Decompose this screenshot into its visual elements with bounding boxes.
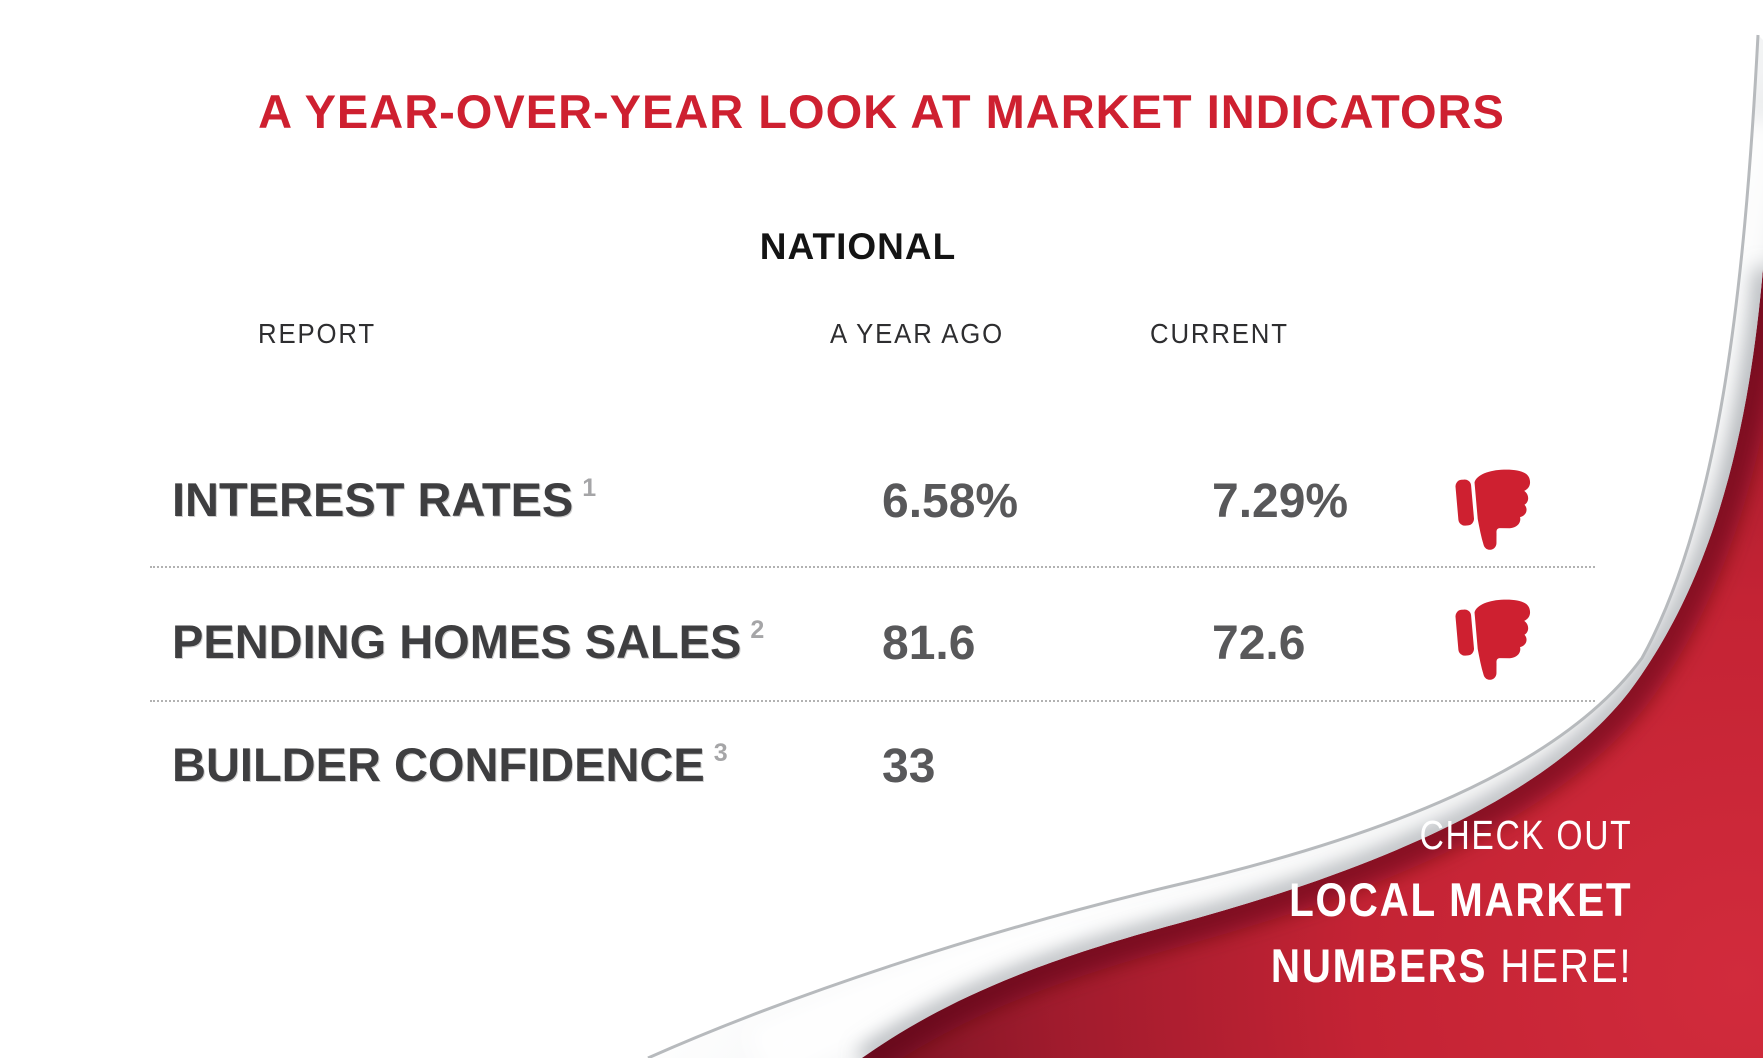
- row-label-text: BUILDER CONFIDENCE: [172, 738, 705, 791]
- current-value: 72.6: [1212, 617, 1306, 670]
- year-ago-value: 6.58%: [882, 475, 1019, 528]
- cta-line-3-bold: NUMBERS: [1270, 939, 1487, 992]
- footnote-marker: 2: [750, 616, 765, 644]
- footnote-marker: 1: [582, 474, 597, 502]
- row-label: INTEREST RATES 1: [172, 472, 596, 527]
- column-header-report: REPORT: [258, 318, 376, 349]
- row-label: BUILDER CONFIDENCE 3: [172, 737, 728, 792]
- section-heading-national: NATIONAL: [759, 226, 957, 267]
- thumbs-down-icon: [1455, 599, 1531, 680]
- table-row: INTEREST RATES 1 6.58% 7.29%: [0, 469, 1763, 550]
- cta-line-3-light: HERE!: [1499, 939, 1632, 992]
- table-row: BUILDER CONFIDENCE 3 33: [0, 737, 1763, 807]
- cta-line-3: NUMBERS HERE!: [1271, 938, 1632, 993]
- current-value: 7.29%: [1212, 475, 1349, 528]
- cta-line-1: CHECK OUT: [1419, 812, 1632, 858]
- table-row: PENDING HOMES SALES 2 81.6 72.6: [0, 599, 1763, 684]
- year-ago-value: 81.6: [882, 617, 976, 670]
- row-label-text: INTEREST RATES: [172, 473, 574, 526]
- column-header-year-ago: A YEAR AGO: [830, 318, 1004, 349]
- row-label: PENDING HOMES SALES 2: [172, 614, 764, 669]
- row-separator: [150, 566, 1595, 568]
- thumbs-down-icon: [1455, 469, 1531, 550]
- page-title: A YEAR-OVER-YEAR LOOK AT MARKET INDICATO…: [258, 85, 1505, 138]
- cta-line-2: LOCAL MARKET: [1288, 873, 1632, 926]
- local-market-cta[interactable]: CHECK OUT LOCAL MARKET NUMBERS HERE!: [1212, 812, 1632, 993]
- year-ago-value: 33: [882, 740, 936, 793]
- row-separator: [150, 700, 1595, 702]
- footnote-marker: 3: [713, 739, 728, 767]
- column-header-current: CURRENT: [1150, 318, 1289, 349]
- row-label-text: PENDING HOMES SALES: [172, 615, 742, 668]
